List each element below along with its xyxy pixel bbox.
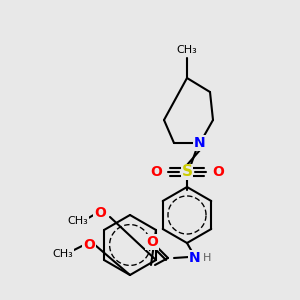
- Text: O: O: [212, 165, 224, 179]
- Text: H: H: [203, 253, 211, 263]
- Text: O: O: [146, 235, 158, 249]
- Text: N: N: [189, 251, 201, 265]
- Text: CH₃: CH₃: [68, 216, 88, 226]
- Text: S: S: [182, 164, 193, 179]
- Text: O: O: [94, 206, 106, 220]
- Text: CH₃: CH₃: [177, 45, 197, 55]
- Text: CH₃: CH₃: [52, 249, 74, 259]
- Text: O: O: [150, 165, 162, 179]
- Text: N: N: [194, 136, 206, 150]
- Text: O: O: [83, 238, 95, 252]
